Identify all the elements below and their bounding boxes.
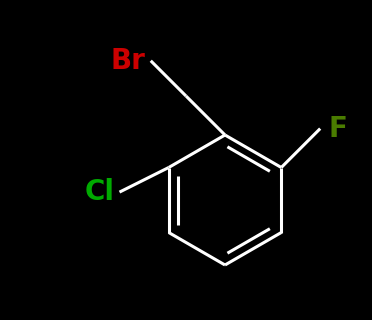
Text: F: F: [328, 115, 347, 143]
Text: Cl: Cl: [84, 178, 115, 206]
Text: Br: Br: [111, 47, 146, 75]
